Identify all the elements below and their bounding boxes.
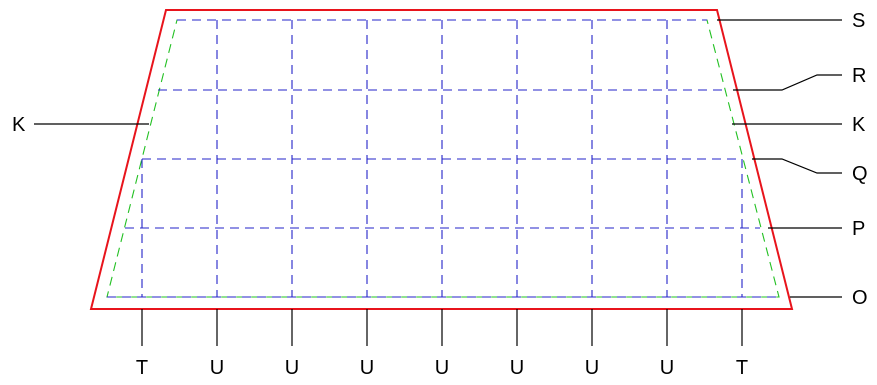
label-u: U [360, 357, 374, 379]
label-o: O [852, 287, 868, 309]
label-r: R [852, 65, 866, 87]
right-leader-lines [717, 19, 842, 298]
label-q: Q [852, 163, 868, 185]
label-t-right: T [736, 357, 748, 379]
leader-line-r [733, 74, 842, 91]
leader-line-q [752, 158, 842, 174]
grid-horizontal-lines [107, 19, 779, 298]
label-u: U [210, 357, 224, 379]
bottom-labels: T U U U U U U U T [136, 357, 748, 379]
label-k-left: K [12, 114, 26, 136]
label-u: U [435, 357, 449, 379]
right-labels: S R K Q P O [852, 10, 868, 309]
grid-vertical-lines [141, 20, 743, 297]
label-p: P [852, 218, 865, 240]
label-u: U [660, 357, 674, 379]
label-k-right: K [852, 114, 866, 136]
label-t-left: T [136, 357, 148, 379]
label-u: U [510, 357, 524, 379]
outer-trapezoid-outline [89, 9, 794, 310]
label-u: U [585, 357, 599, 379]
bottom-leader-lines [141, 309, 743, 346]
label-s: S [852, 10, 865, 32]
label-u: U [285, 357, 299, 379]
